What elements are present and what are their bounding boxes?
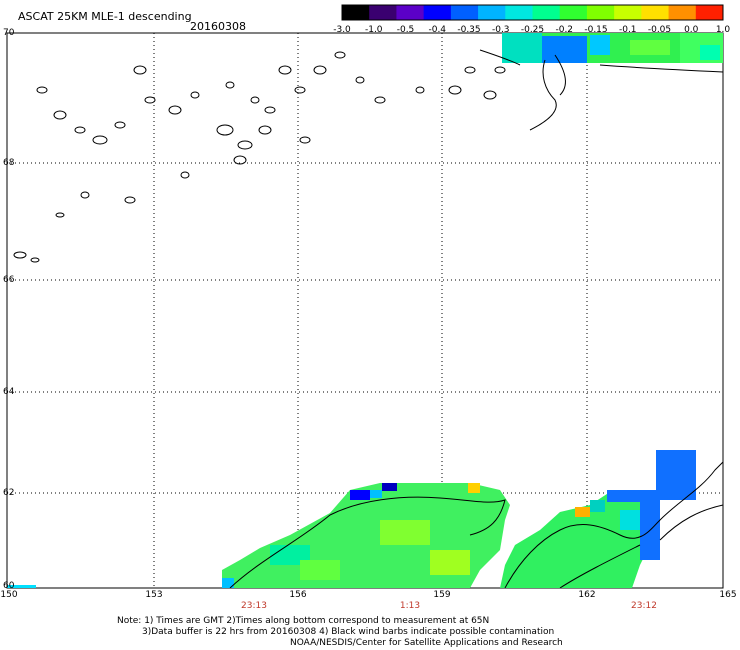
lon-label-153: 153: [145, 590, 163, 600]
colorbar-swatch: [505, 5, 533, 20]
swath-bottom-right: [500, 450, 696, 588]
colorbar-swatch: [614, 5, 642, 20]
sea-ice-contours: [13, 51, 506, 263]
swath-top-right: [502, 33, 723, 63]
colorbar-swatch: [559, 5, 588, 20]
time-label-1: 23:13: [241, 601, 267, 611]
coastline: [229, 49, 724, 589]
colorbar-tick-label: -0.15: [584, 25, 608, 35]
colorbar-tick-label: -0.2: [555, 25, 574, 35]
grid: [7, 33, 723, 588]
lon-label-162: 162: [578, 590, 596, 600]
colorbar-swatch: [342, 5, 370, 20]
note-line-3: NOAA/NESDIS/Center for Satellite Applica…: [290, 638, 563, 648]
note-line-2: 3)Data buffer is 22 hrs from 20160308 4)…: [142, 627, 555, 637]
lat-label-68: 68: [3, 158, 15, 168]
lat-label-66: 66: [3, 275, 15, 285]
time-label-2: 1:13: [399, 601, 421, 611]
colorbar-swatch: [695, 5, 724, 20]
colorbar-tick-label: -0.35: [457, 25, 481, 35]
colorbar-tick-label: -3.0: [333, 25, 351, 35]
colorbar-tick-label: -0.05: [647, 25, 672, 35]
colorbar-swatch: [450, 5, 479, 20]
colorbar: [341, 4, 724, 21]
colorbar-tick-label: -1.0: [364, 25, 383, 35]
swath-fragment: [7, 585, 36, 588]
colorbar-swatch: [396, 5, 425, 20]
map-title: ASCAT 25KM MLE-1 descending: [18, 10, 192, 23]
colorbar-border: [341, 4, 724, 21]
colorbar-tick-label: -0.3: [491, 25, 510, 35]
colorbar-swatch: [478, 5, 506, 20]
colorbar-tick-label: 1.0: [715, 25, 731, 35]
lon-label-150: 150: [0, 590, 18, 600]
time-label-3: 23:12: [631, 601, 657, 611]
colorbar-tick-label: -0.1: [618, 25, 637, 35]
colorbar-swatch: [369, 5, 397, 20]
lat-label-60: 60: [3, 581, 15, 591]
note-line-1: Note: 1) Times are GMT 2)Times along bot…: [117, 616, 490, 626]
map-date: 20160308: [190, 20, 246, 33]
colorbar-swatch: [641, 5, 670, 20]
colorbar-tick-label: -0.5: [396, 25, 415, 35]
lon-label-159: 159: [433, 590, 451, 600]
lon-label-165: 165: [719, 590, 737, 600]
lat-label-70: 70: [3, 28, 15, 38]
lat-label-62: 62: [3, 488, 15, 498]
colorbar-tick-label: 0.0: [684, 25, 699, 35]
lon-label-156: 156: [289, 590, 307, 600]
colorbar-swatch: [532, 5, 561, 20]
colorbar-swatch: [423, 5, 452, 20]
colorbar-swatch: [586, 5, 615, 20]
colorbar-tick-label: -0.4: [428, 25, 447, 35]
swath-bottom-left: [222, 483, 510, 588]
colorbar-tick-label: -0.25: [520, 25, 545, 35]
colorbar-swatch: [668, 5, 697, 20]
lat-label-64: 64: [3, 387, 15, 397]
